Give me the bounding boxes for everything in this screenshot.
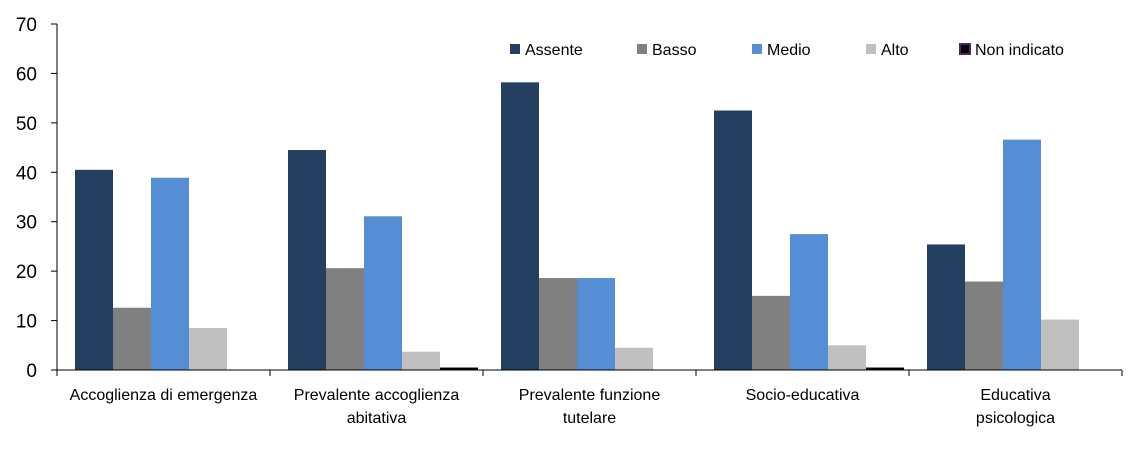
y-tick-label: 70 — [16, 15, 37, 36]
y-tick-label: 30 — [16, 213, 37, 234]
bar-basso — [113, 307, 151, 370]
legend-swatch — [637, 44, 647, 54]
legend-label: Medio — [767, 42, 811, 59]
bar-alto — [1041, 319, 1079, 370]
legend-swatch — [752, 44, 762, 54]
bar-assente — [288, 150, 326, 370]
x-category-label: abitativa — [347, 410, 407, 427]
bar-assente — [927, 244, 965, 370]
bars — [75, 82, 1079, 370]
bar-alto — [828, 345, 866, 370]
bar-basso — [539, 278, 577, 370]
y-tick-label: 0 — [26, 361, 37, 382]
bar-medio — [364, 216, 402, 370]
bar-medio — [1003, 139, 1041, 370]
x-category-label: Socio-educativa — [746, 387, 860, 404]
bar-assente — [714, 110, 752, 370]
y-tick-label: 20 — [16, 262, 37, 283]
x-category-label: tutelare — [563, 410, 616, 427]
legend-swatch — [510, 44, 520, 54]
x-category-label: Prevalente accoglienza — [294, 387, 460, 404]
bar-assente — [75, 169, 113, 370]
bar-medio — [577, 278, 615, 370]
y-axis: 0 10 20 30 40 50 60 70 — [16, 15, 58, 382]
x-category-label: psicologica — [976, 410, 1055, 427]
legend-swatch — [866, 44, 876, 54]
legend-label: Non indicato — [975, 42, 1064, 59]
bar-basso — [752, 295, 790, 370]
bar-non-indicato — [866, 367, 904, 370]
bar-assente — [501, 82, 539, 370]
bar-non-indicato — [440, 367, 478, 370]
legend: Assente Basso Medio Alto Non indicato — [510, 42, 1064, 59]
x-axis: Accoglienza di emergenza Prevalente accog… — [56, 369, 1123, 427]
legend-label: Assente — [525, 42, 583, 59]
bar-basso — [326, 268, 364, 370]
bar-medio — [790, 234, 828, 370]
y-tick-label: 50 — [16, 114, 37, 135]
legend-swatch — [959, 43, 971, 55]
y-tick-label: 40 — [16, 163, 37, 184]
bar-alto — [189, 327, 227, 370]
bar-alto — [402, 351, 440, 370]
y-tick-label: 10 — [16, 312, 37, 333]
y-tick-label: 60 — [16, 64, 37, 85]
legend-label: Basso — [652, 42, 697, 59]
bar-medio — [151, 177, 189, 370]
x-category-label: Prevalente funzione — [519, 387, 661, 404]
x-category-label: Educativa — [980, 387, 1050, 404]
bar-basso — [965, 281, 1003, 370]
x-category-label: Accoglienza di emergenza — [70, 387, 258, 404]
bar-alto — [615, 347, 653, 370]
legend-label: Alto — [881, 42, 909, 59]
